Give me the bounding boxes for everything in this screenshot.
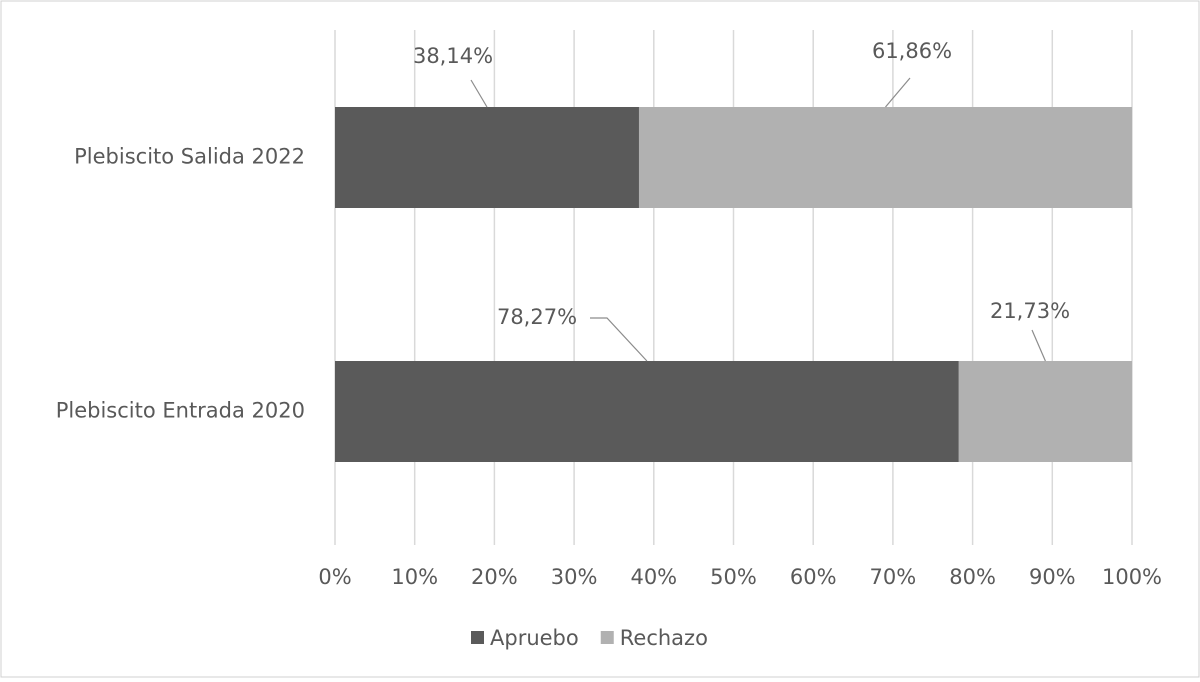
x-tick-label: 50% (710, 565, 757, 589)
leader-line (470, 79, 488, 108)
x-tick-label: 0% (318, 565, 351, 589)
x-tick-label: 80% (949, 565, 996, 589)
data-label: 21,73% (990, 299, 1070, 323)
x-tick-label: 30% (551, 565, 598, 589)
leader-line (1031, 329, 1046, 362)
legend-swatch (600, 631, 614, 644)
data-label: 38,14% (413, 44, 493, 68)
x-tick-label: 60% (790, 565, 837, 589)
bar-segment (335, 107, 639, 208)
leader-line (590, 317, 648, 362)
y-tick-label: Plebiscito Salida 2022 (74, 145, 305, 169)
x-tick-label: 100% (1102, 565, 1162, 589)
x-tick-label: 90% (1029, 565, 1076, 589)
legend-label: Rechazo (620, 626, 708, 650)
leader-line (885, 77, 911, 108)
legend-swatch (471, 631, 484, 644)
bar-segment (638, 107, 1132, 208)
y-tick-label: Plebiscito Entrada 2020 (56, 399, 305, 423)
x-tick-label: 40% (630, 565, 677, 589)
x-tick-label: 70% (870, 565, 917, 589)
data-label: 78,27% (497, 305, 577, 329)
legend-label: Apruebo (490, 626, 579, 650)
data-label: 61,86% (872, 39, 952, 63)
bar-segment (958, 361, 1132, 462)
bar-segment (335, 361, 959, 462)
x-tick-label: 10% (391, 565, 438, 589)
x-tick-label: 20% (471, 565, 518, 589)
